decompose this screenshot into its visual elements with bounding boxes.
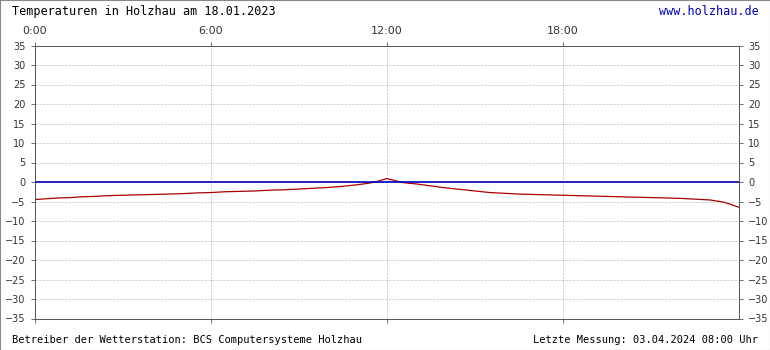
Text: Temperaturen in Holzhau am 18.01.2023: Temperaturen in Holzhau am 18.01.2023 [12,5,275,18]
Text: www.holzhau.de: www.holzhau.de [658,5,758,18]
Text: Letzte Messung: 03.04.2024 08:00 Uhr: Letzte Messung: 03.04.2024 08:00 Uhr [534,335,758,345]
Text: Betreiber der Wetterstation: BCS Computersysteme Holzhau: Betreiber der Wetterstation: BCS Compute… [12,335,362,345]
